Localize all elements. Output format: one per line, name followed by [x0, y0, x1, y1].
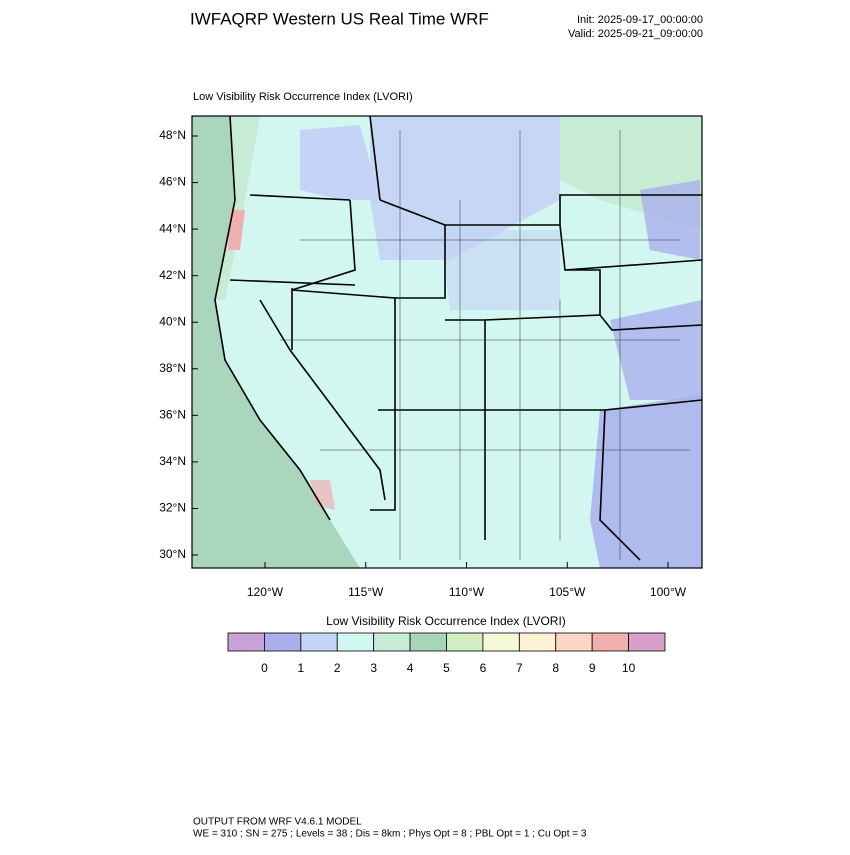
colorbar-swatch [482, 632, 520, 652]
lon-label: 105°W [549, 585, 586, 599]
footer-line: OUTPUT FROM WRF V4.6.1 MODEL [193, 817, 362, 828]
colorbar-swatch [409, 632, 447, 652]
colorbar-swatch [227, 632, 265, 652]
footer-line: WE = 310 ; SN = 275 ; Levels = 38 ; Dis … [193, 829, 587, 840]
lon-label: 100°W [650, 585, 687, 599]
colorbar-swatch [300, 632, 338, 652]
colorbar-label: 0 [261, 661, 268, 675]
lat-label: 48°N [159, 128, 186, 142]
colorbar-label: 3 [370, 661, 377, 675]
colorbar-label: 7 [516, 661, 523, 675]
colorbar-swatch [591, 632, 629, 652]
colorbar-swatch [628, 632, 666, 652]
colorbar-swatch [373, 632, 411, 652]
colorbar-label: 5 [443, 661, 450, 675]
init-time: Init: 2025-09-17_00:00:00 [577, 14, 703, 26]
lon-label: 115°W [348, 585, 384, 599]
lat-label: 34°N [159, 454, 186, 468]
lat-label: 40°N [159, 314, 186, 328]
lat-label: 30°N [159, 547, 186, 561]
lat-label: 42°N [159, 268, 186, 282]
colorbar-label: 8 [552, 661, 559, 675]
lat-label: 38°N [159, 361, 186, 375]
map [191, 115, 703, 569]
colorbar-swatch [336, 632, 375, 652]
colorbar-label: 2 [334, 661, 341, 675]
colorbar-label: 9 [589, 661, 596, 675]
colorbar-swatch [518, 632, 557, 652]
colorbar-label: 1 [297, 661, 304, 675]
lon-label: 120°W [247, 585, 284, 599]
colorbar-swatch [555, 632, 593, 652]
colorbar-label: 6 [480, 661, 487, 675]
lon-label: 110°W [449, 585, 485, 599]
colorbar-title: Low Visibility Risk Occurrence Index (LV… [326, 614, 566, 628]
valid-time: Valid: 2025-09-21_09:00:00 [568, 28, 703, 40]
lat-label: 44°N [159, 221, 186, 235]
lat-label: 32°N [159, 501, 186, 515]
map-title: Low Visibility Risk Occurrence Index (LV… [193, 91, 413, 103]
colorbar-label: 10 [622, 661, 636, 675]
page-title: IWFAQRP Western US Real Time WRF [190, 9, 489, 28]
colorbar-label: 4 [407, 661, 414, 675]
colorbar-swatch [264, 632, 302, 652]
lat-label: 36°N [159, 408, 186, 422]
colorbar: 0 1 2 3 4 5 6 7 8 9 10 [227, 632, 666, 675]
colorbar-swatch [446, 632, 484, 652]
lat-label: 46°N [159, 175, 186, 189]
